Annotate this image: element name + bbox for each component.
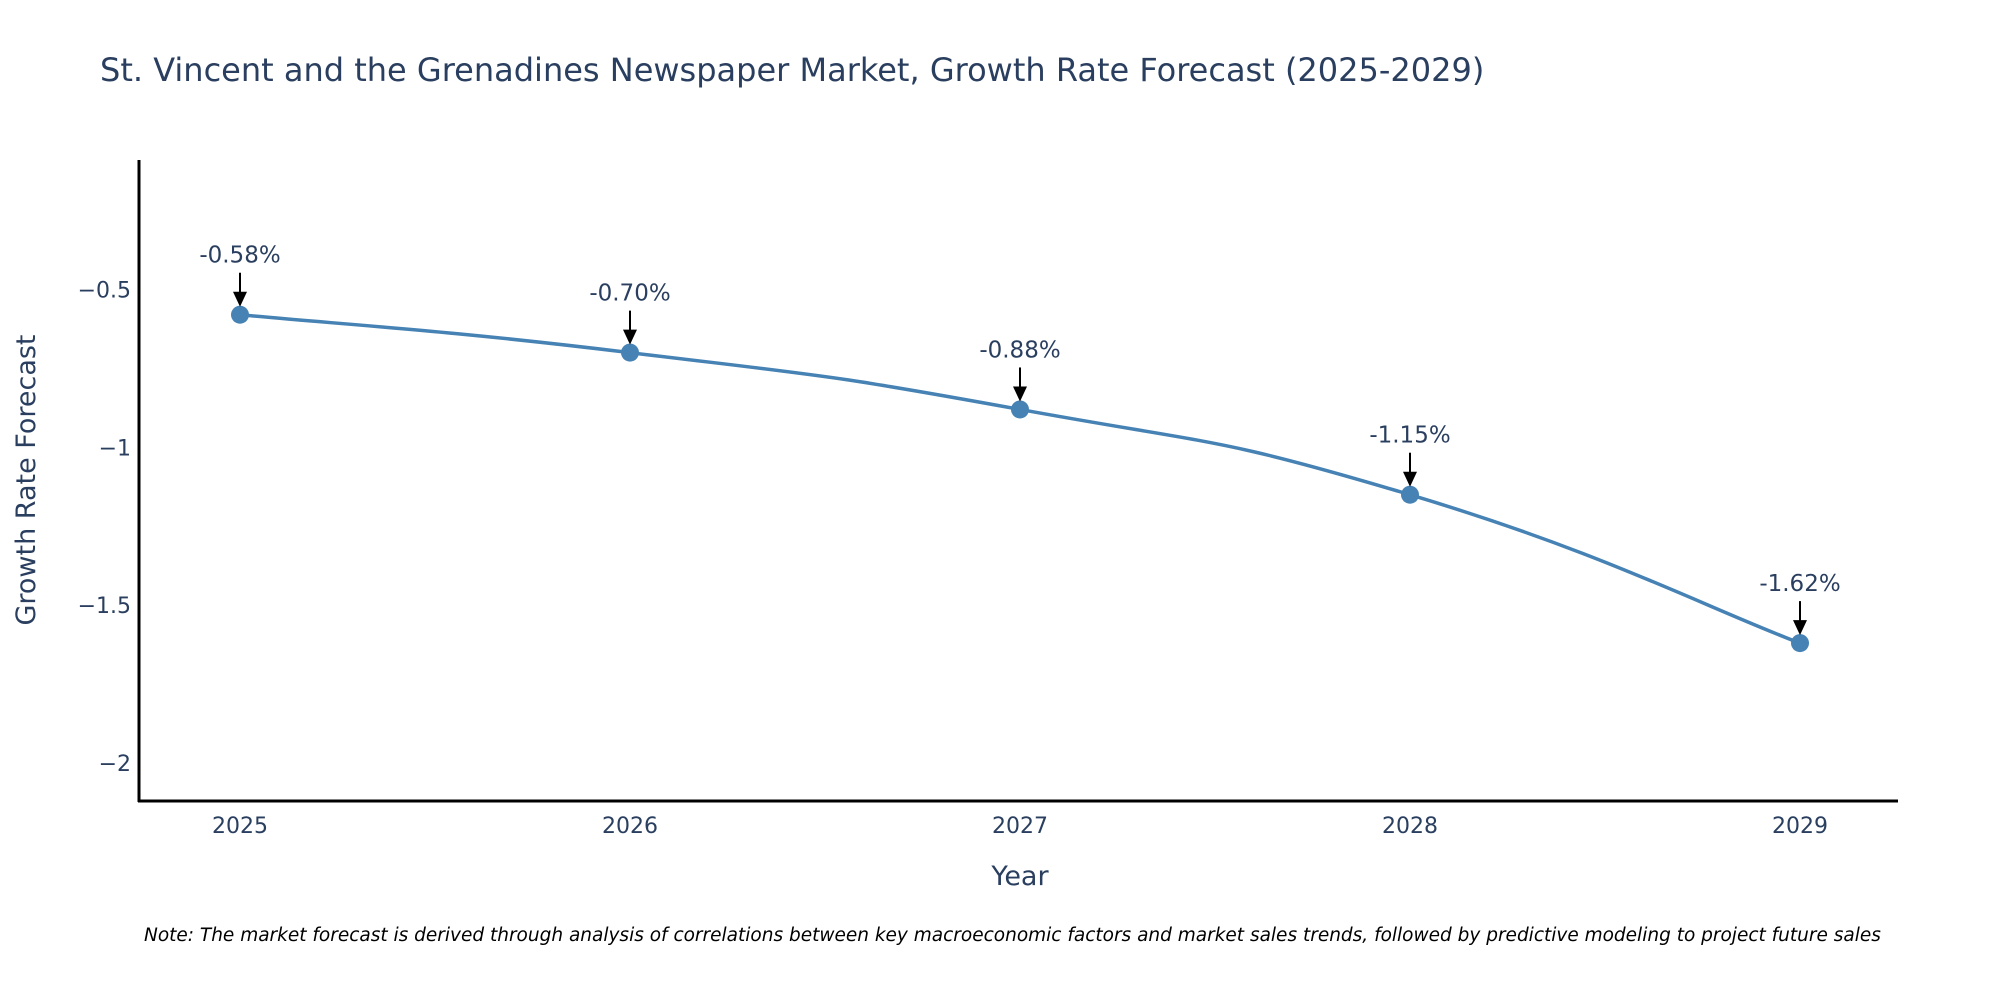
x-ticks: 2025 2026 2027 2028 2029 (212, 814, 1828, 839)
annotation-arrow-head (1403, 471, 1417, 487)
x-axis-title: Year (990, 861, 1049, 892)
axes (137, 160, 1898, 803)
y-axis-title: Growth Rate Forecast (11, 334, 42, 625)
data-point (1401, 485, 1419, 504)
x-tick-label: 2026 (602, 814, 658, 839)
annotation-arrow-head (1013, 386, 1027, 402)
annotation-arrow-head (623, 329, 637, 345)
x-tick-label: 2025 (212, 814, 268, 839)
series-line (239, 312, 1801, 645)
y-tick-label: −1.5 (78, 594, 131, 619)
annotation-arrow-head (233, 291, 247, 307)
annotation-arrow-head (1793, 620, 1807, 636)
y-tick-label: −0.5 (78, 278, 131, 303)
data-label: -0.58% (199, 243, 280, 269)
y-ticks: −0.5 −1 −1.5 −2 (78, 278, 131, 777)
chart-title: St. Vincent and the Grenadines Newspaper… (100, 51, 1484, 89)
x-tick-label: 2028 (1382, 814, 1438, 839)
x-tick-label: 2029 (1772, 814, 1828, 839)
data-label: -0.88% (979, 337, 1060, 363)
series-group (231, 305, 1809, 653)
data-label: -1.15% (1369, 423, 1450, 449)
data-label: -0.70% (589, 281, 670, 307)
data-label: -1.62% (1759, 571, 1840, 597)
data-point (1791, 634, 1809, 653)
x-tick-label: 2027 (992, 814, 1048, 839)
y-tick-label: −2 (99, 752, 131, 777)
data-point (231, 305, 249, 324)
data-point (1011, 400, 1029, 419)
data-point (621, 343, 639, 362)
y-tick-label: −1 (99, 436, 131, 461)
annotations-group: -0.58% -0.70% -0.88% -1.15% -1.62% (199, 243, 1841, 636)
footnote: Note: The market forecast is derived thr… (144, 925, 1881, 946)
